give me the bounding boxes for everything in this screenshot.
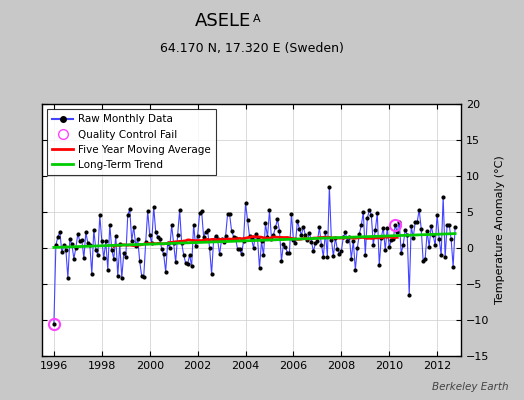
Text: A: A: [253, 14, 260, 24]
Legend: Raw Monthly Data, Quality Control Fail, Five Year Moving Average, Long-Term Tren: Raw Monthly Data, Quality Control Fail, …: [47, 109, 216, 175]
Text: ASELE: ASELE: [195, 12, 252, 30]
Text: 64.170 N, 17.320 E (Sweden): 64.170 N, 17.320 E (Sweden): [160, 42, 343, 55]
Y-axis label: Temperature Anomaly (°C): Temperature Anomaly (°C): [495, 156, 505, 304]
Text: Berkeley Earth: Berkeley Earth: [432, 382, 508, 392]
